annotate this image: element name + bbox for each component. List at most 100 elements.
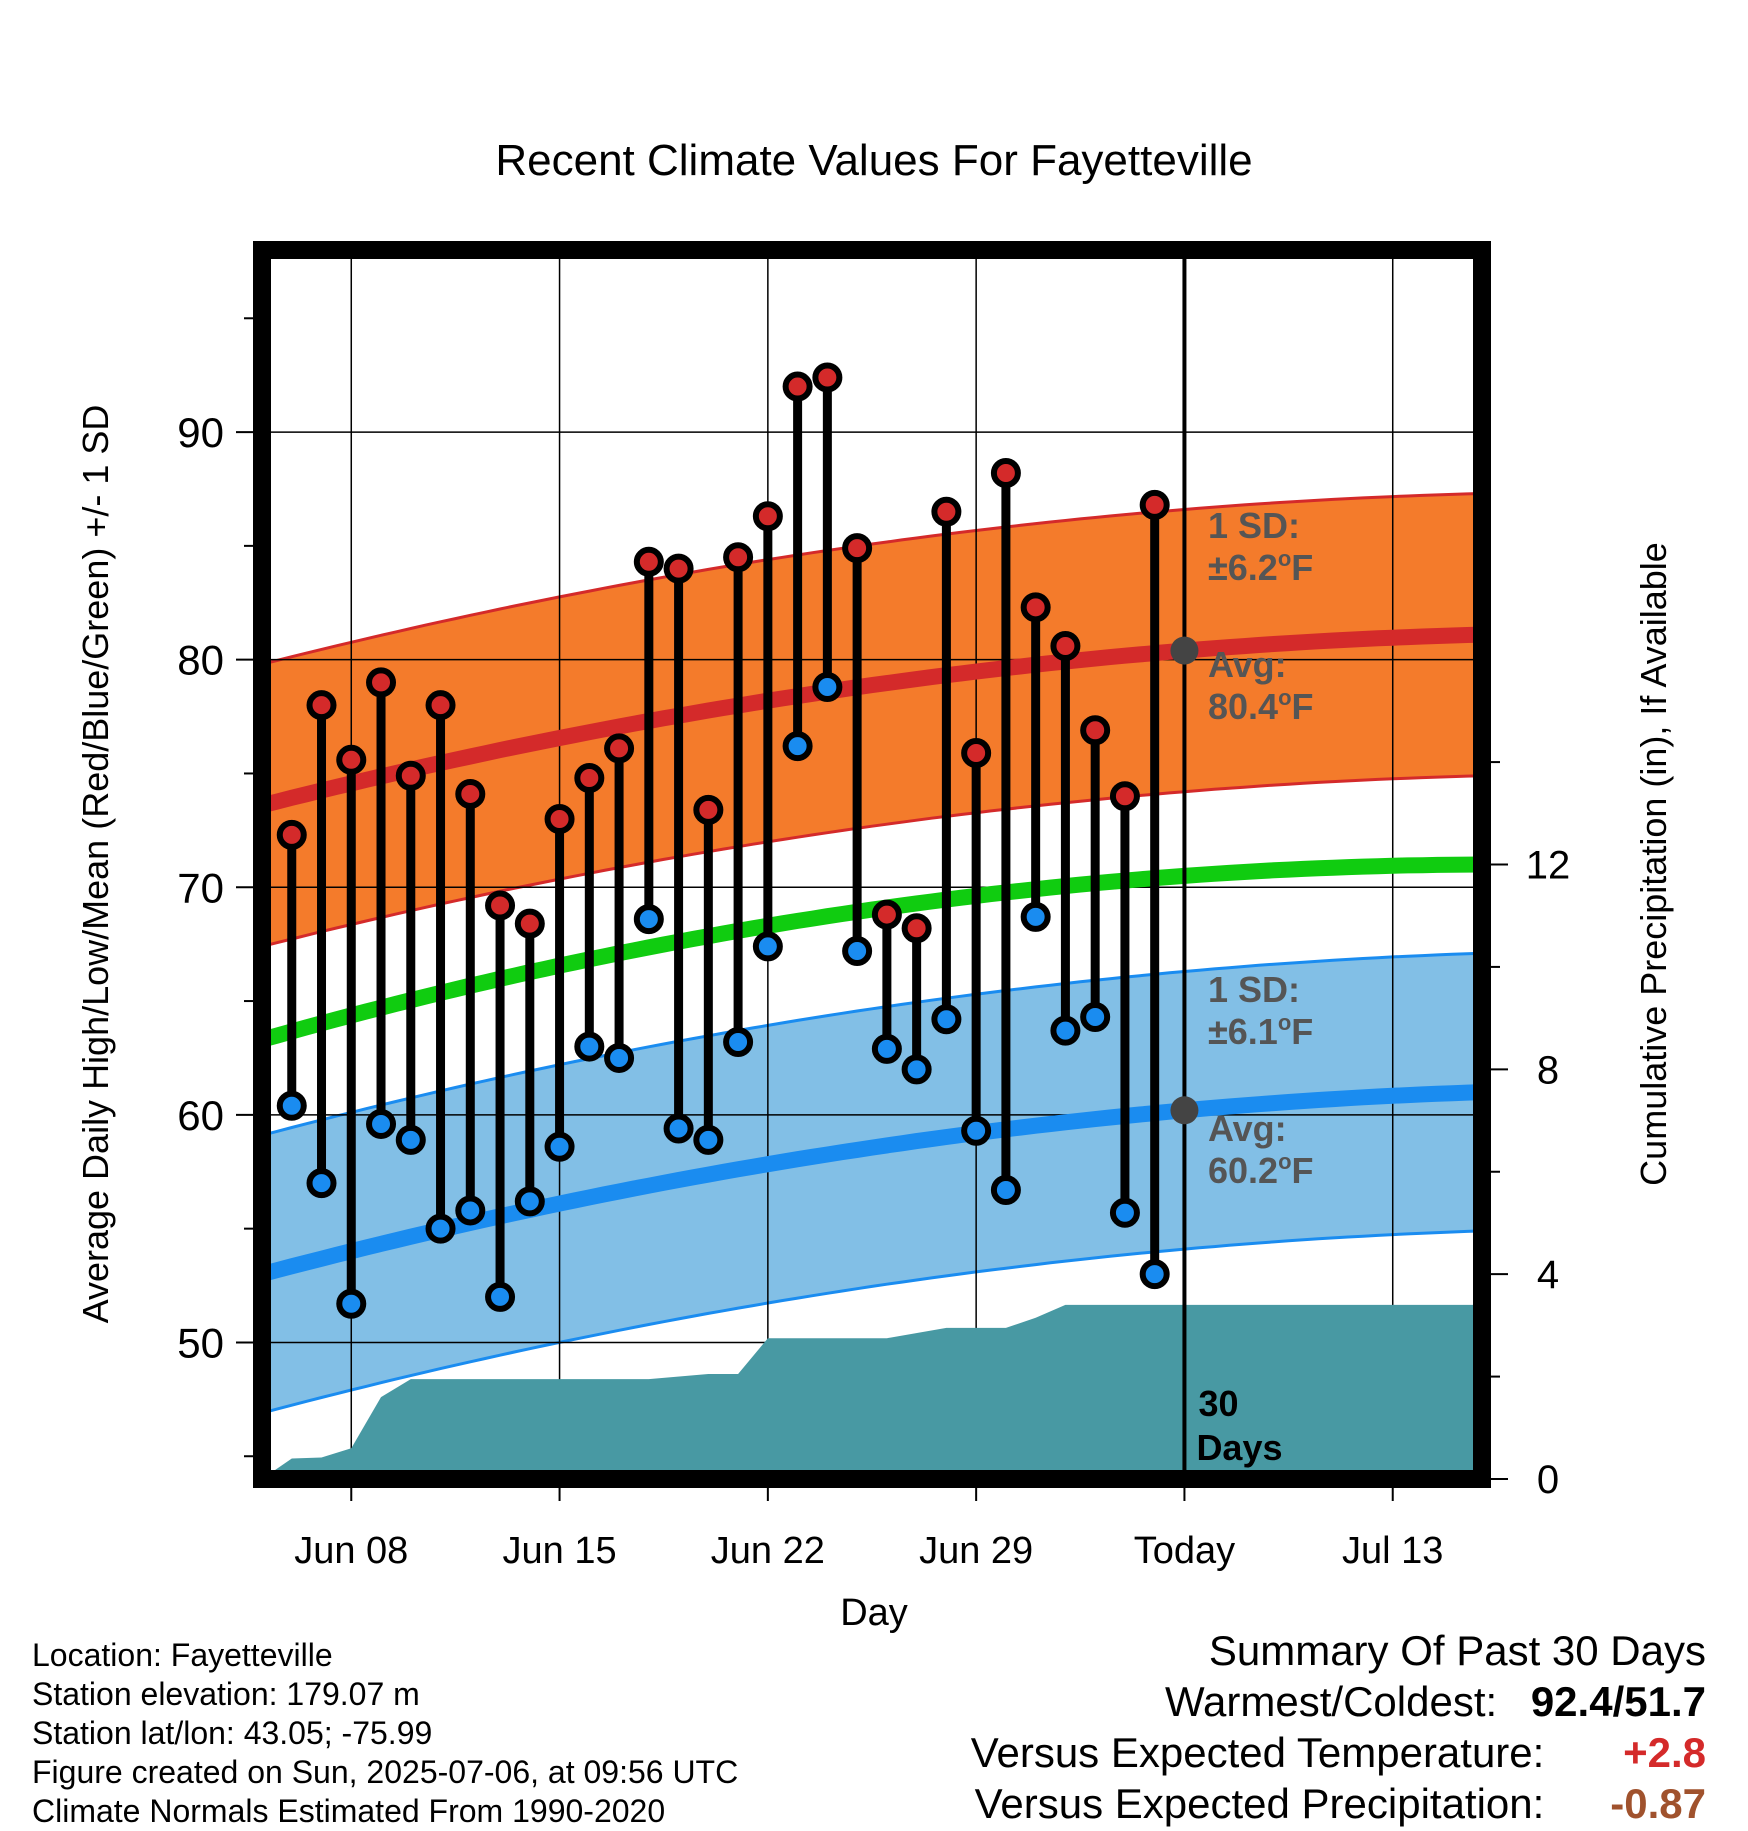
- chart-title: Recent Climate Values For Fayetteville: [495, 136, 1252, 185]
- daily-low-point: [663, 1113, 694, 1144]
- daily-low-point: [901, 1054, 932, 1085]
- daily-high-point: [395, 760, 426, 791]
- low-sd-upper-edge: [262, 951, 1482, 1137]
- daily-high-point: [544, 803, 575, 834]
- daily-low-point: [842, 935, 873, 966]
- summary-precip-row: Versus Expected Precipitation: -0.87: [971, 1778, 1706, 1829]
- y2-tick-label: 0: [1537, 1458, 1559, 1502]
- daily-low-point: [306, 1168, 337, 1199]
- low-avg-label: Avg:: [1208, 1108, 1287, 1149]
- daily-high-point: [1080, 715, 1111, 746]
- low-avg-value: 60.2oF: [1208, 1149, 1314, 1191]
- x-tick-label: Jun 22: [711, 1530, 825, 1572]
- axis-ticks: [236, 317, 1508, 1501]
- y-tick-label: 60: [177, 1092, 224, 1139]
- daily-high-point: [990, 458, 1021, 489]
- daily-low-point: [812, 671, 843, 702]
- daily-high-point: [782, 371, 813, 402]
- daily-high-point: [366, 667, 397, 698]
- y2-tick-label: 8: [1537, 1048, 1559, 1092]
- daily-low-point: [723, 1027, 754, 1058]
- high-avg-value: 80.4oF: [1208, 685, 1314, 727]
- daily-high-point: [901, 913, 932, 944]
- daily-low-point: [485, 1281, 516, 1312]
- daily-high-point: [425, 690, 456, 721]
- station-elevation: Station elevation: 179.07 m: [32, 1676, 420, 1712]
- period-number: 30: [1198, 1383, 1238, 1424]
- precip-anomaly-label: Versus Expected Precipitation:: [974, 1780, 1545, 1827]
- x-tick-label: Jul 13: [1342, 1530, 1443, 1572]
- daily-low-point: [752, 931, 783, 962]
- warm-cold-value: 92.4/51.7: [1530, 1678, 1706, 1725]
- daily-high-point: [1109, 781, 1140, 812]
- daily-high-point: [336, 744, 367, 775]
- high-sd-upper-edge: [262, 492, 1482, 666]
- daily-high-point: [752, 501, 783, 532]
- daily-high-point: [693, 794, 724, 825]
- daily-low-point: [1109, 1197, 1140, 1228]
- x-axis-label: Day: [840, 1592, 908, 1634]
- high-sd-label: 1 SD:: [1208, 505, 1300, 546]
- daily-high-point: [812, 362, 843, 393]
- daily-high-point: [871, 899, 902, 930]
- daily-high-point: [276, 819, 307, 850]
- y-tick-label: 90: [177, 409, 224, 456]
- high-sd-value: ±6.2oF: [1208, 546, 1313, 588]
- daily-low-point: [455, 1195, 486, 1226]
- daily-high-point: [485, 890, 516, 921]
- high-avg-label: Avg:: [1208, 644, 1287, 685]
- summary-temp-row: Versus Expected Temperature: +2.8: [971, 1727, 1706, 1778]
- x-tick-label: Jun 29: [919, 1530, 1033, 1572]
- plot-frame: [253, 241, 1491, 1488]
- daily-high-point: [633, 546, 664, 577]
- daily-low-point: [871, 1033, 902, 1064]
- today-low-avg-marker: [1170, 1096, 1199, 1125]
- daily-high-point: [455, 778, 486, 809]
- normals-bands: [262, 492, 1482, 1415]
- high-sd-band: [262, 493, 1482, 947]
- low-sd-lower-edge: [262, 1229, 1482, 1415]
- daily-low-point: [574, 1031, 605, 1062]
- daily-high-point: [1020, 592, 1051, 623]
- low-sd-label: 1 SD:: [1208, 969, 1300, 1010]
- high-sd-lower-edge: [262, 774, 1482, 948]
- low-sd-band: [262, 953, 1482, 1413]
- y2-tick-label: 4: [1537, 1253, 1559, 1297]
- daily-high-point: [663, 553, 694, 584]
- daily-dots: [276, 362, 1170, 1319]
- station-latlon: Station lat/lon: 43.05; -75.99: [32, 1715, 433, 1751]
- warm-cold-label: Warmest/Coldest:: [1164, 1678, 1498, 1725]
- climate-normals-note: Climate Normals Estimated From 1990-2020: [32, 1793, 666, 1829]
- daily-range-stems: [287, 377, 1160, 1304]
- daily-high-point: [514, 908, 545, 939]
- y-tick-label: 70: [177, 864, 224, 911]
- today-high-avg-marker: [1170, 636, 1199, 665]
- tick-labels: Jun 08 Jun 15 Jun 22 Jun 29 Today Jul 13 50 60 7…: [177, 409, 1570, 1572]
- daily-low-point: [1050, 1015, 1081, 1046]
- daily-low-point: [276, 1090, 307, 1121]
- daily-high-point: [604, 733, 635, 764]
- summary-panel: Summary Of Past 30 Days Warmest/Coldest:…: [971, 1625, 1706, 1829]
- temp-anomaly-value: +2.8: [1623, 1729, 1706, 1776]
- station-location: Location: Fayetteville: [32, 1637, 333, 1673]
- precip-anomaly-value: -0.87: [1610, 1780, 1706, 1827]
- cumulative-precip-area: [262, 1304, 1482, 1479]
- daily-high-point: [1139, 489, 1170, 520]
- daily-high-point: [1050, 631, 1081, 662]
- daily-low-point: [633, 904, 664, 935]
- daily-low-point: [604, 1042, 635, 1073]
- daily-low-point: [1139, 1259, 1170, 1290]
- daily-low-point: [544, 1131, 575, 1162]
- daily-high-point: [306, 690, 337, 721]
- daily-low-point: [395, 1124, 426, 1155]
- daily-high-point: [961, 737, 992, 768]
- y2-tick-label: 12: [1526, 844, 1571, 888]
- daily-low-point: [931, 1004, 962, 1035]
- x-tick-label: Today: [1134, 1530, 1235, 1572]
- temp-anomaly-label: Versus Expected Temperature:: [970, 1729, 1545, 1776]
- normal-high-line: [262, 626, 1482, 814]
- summary-warm-cold-row: Warmest/Coldest: 92.4/51.7: [971, 1676, 1706, 1727]
- daily-low-point: [1080, 1001, 1111, 1032]
